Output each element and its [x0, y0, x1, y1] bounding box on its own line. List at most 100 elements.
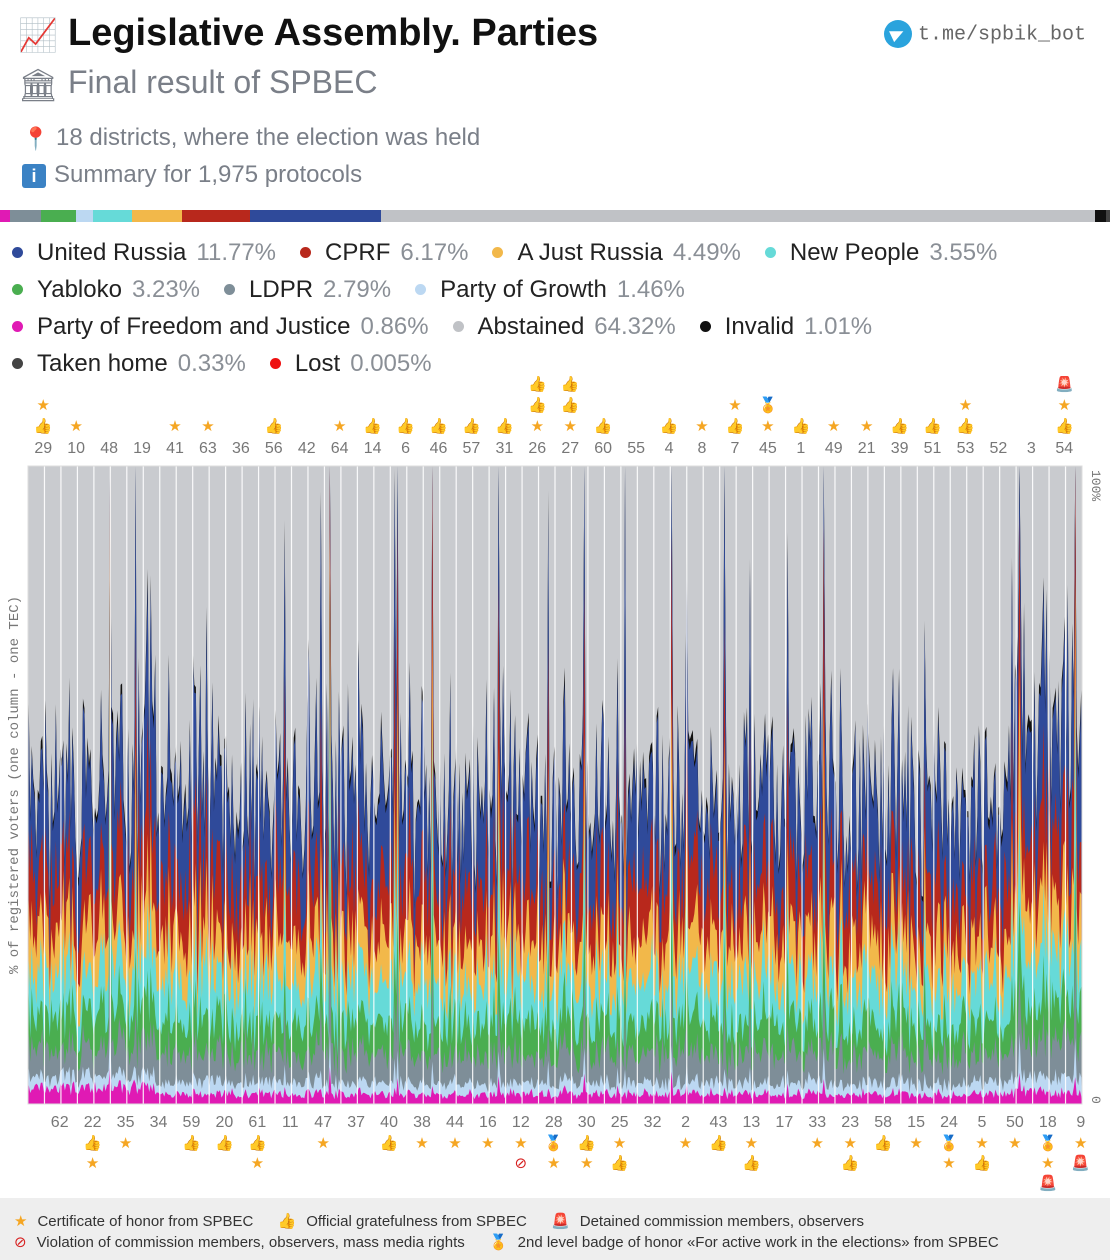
legend-dot	[12, 247, 23, 258]
thumbs-up-icon: 👍	[83, 1134, 102, 1152]
tec-bottom-label: 20	[215, 1114, 233, 1131]
star-icon: ★	[728, 396, 741, 414]
legend-percent: 0.33%	[177, 349, 246, 377]
thumbs-up-icon: 👍	[528, 396, 547, 414]
thumbs-up-icon: 👍	[264, 417, 283, 435]
tec-bottom-label: 13	[742, 1114, 760, 1131]
footer-star: ★ Certificate of honor from SPBEC	[14, 1213, 254, 1230]
star-icon: ★	[69, 417, 82, 435]
footer-legend: ★ Certificate of honor from SPBEC 👍 Offici…	[0, 1198, 1110, 1260]
star-icon: ★	[86, 1154, 99, 1172]
star-icon: ★	[316, 1134, 329, 1152]
legend-dot	[300, 247, 312, 258]
thumbs-up-icon: 👍	[973, 1154, 992, 1172]
tec-bottom-label: 32	[644, 1114, 662, 1131]
legend-dot	[12, 358, 23, 369]
tec-top-label: 36	[232, 440, 250, 457]
tec-bottom-label: 44	[446, 1114, 464, 1131]
thumbs-up-icon: 👍	[528, 376, 547, 393]
tec-top-label: 48	[100, 440, 118, 457]
summary-bar-segment	[380, 210, 1096, 222]
legend-percent: 1.01%	[804, 312, 873, 340]
legend-row: Party of Freedom and Justice 0.86% Abstain…	[12, 308, 1102, 345]
tec-top-label: 31	[495, 440, 513, 457]
legend-item: Party of Freedom and Justice 0.86%	[12, 313, 429, 341]
legend-item: New People 3.55%	[764, 238, 997, 267]
legend-percent: 3.23%	[131, 275, 201, 303]
telegram-link[interactable]: t.me/spbik_bot	[883, 20, 1086, 48]
legend-dot	[764, 247, 776, 258]
tec-bottom-label: 28	[545, 1114, 563, 1131]
tec-bottom-label: 12	[512, 1114, 530, 1131]
star-icon: ★	[251, 1154, 264, 1172]
tec-top-label: 51	[924, 440, 942, 457]
thumbs-up-icon: 👍	[462, 417, 481, 435]
medal-icon: 🏅	[488, 1234, 508, 1251]
tec-bottom-label: 43	[710, 1114, 728, 1131]
star-icon: ★	[481, 1134, 494, 1152]
star-icon: ★	[531, 417, 544, 435]
tec-top-label: 1	[796, 440, 805, 457]
tec-bottom-label: 59	[183, 1114, 201, 1131]
tec-bottom-label: 5	[978, 1114, 987, 1131]
tec-bottom-label: 47	[314, 1114, 332, 1131]
legend-label: New People	[789, 238, 920, 266]
prohibited-icon: ⊘	[515, 1154, 528, 1172]
tec-bottom-label: 24	[940, 1114, 958, 1131]
thumbs-up-icon: 👍	[1055, 417, 1074, 435]
tec-bottom-label: 16	[479, 1114, 497, 1131]
thumbs-up-icon: 👍	[495, 417, 514, 435]
summary-bar	[0, 210, 1110, 222]
summary-bar-segment	[181, 210, 251, 222]
legend-dot	[452, 321, 464, 332]
thumbs-up-icon: 👍	[956, 417, 975, 435]
star-icon: ★	[580, 1154, 593, 1172]
summary-bar-segment	[0, 210, 10, 222]
summary-bar-segment	[9, 210, 41, 222]
summary-bar-segment	[250, 210, 381, 222]
footer-siren: 🚨 Detained commission members, observers	[551, 1213, 865, 1230]
tec-bottom-label: 23	[841, 1114, 859, 1131]
star-icon: ★	[14, 1213, 28, 1230]
legend-dot	[492, 247, 504, 258]
legend-percent: 64.32%	[594, 312, 676, 340]
summary-bar-segment	[1106, 210, 1110, 222]
legend-percent: 4.49%	[672, 238, 741, 266]
star-icon: ★	[827, 417, 840, 435]
classical-building-icon: 🏛	[18, 66, 59, 103]
star-icon: ★	[119, 1134, 132, 1152]
thumbs-up-icon: 👍	[182, 1134, 201, 1152]
star-icon: ★	[37, 396, 50, 414]
thumbs-up-icon: 👍	[248, 1134, 267, 1152]
star-icon: ★	[695, 417, 708, 435]
star-icon: ★	[1058, 396, 1071, 414]
legend-label: CPRF	[325, 238, 391, 266]
medal-icon: 🏅	[759, 396, 778, 414]
thumbs-up-icon: 👍	[874, 1134, 893, 1152]
tec-bottom-label: 50	[1006, 1114, 1024, 1131]
thumbs-up-icon: 👍	[34, 417, 53, 435]
legend-item: United Russia 11.77%	[12, 239, 276, 267]
star-icon: ★	[811, 1134, 824, 1152]
legend-item: Taken home 0.33%	[12, 350, 246, 378]
tec-top-label: 64	[331, 440, 349, 457]
legend-dot	[224, 284, 236, 295]
tec-top-label: 29	[34, 440, 52, 457]
legend-percent: 11.77%	[196, 238, 277, 266]
tec-top-label: 60	[594, 440, 612, 457]
tec-top-label: 7	[730, 440, 739, 457]
legend-label: Taken home	[37, 349, 168, 377]
legend-item: Yabloko 3.23%	[12, 276, 200, 304]
legend-percent: 6.17%	[400, 238, 469, 266]
legend-item: LDPR 2.79%	[224, 276, 391, 304]
legend-dot	[415, 284, 427, 295]
star-icon: ★	[942, 1154, 955, 1172]
summary-bar-segment	[1095, 210, 1107, 222]
tec-bottom-label: 38	[413, 1114, 431, 1131]
tec-bottom-label: 11	[282, 1114, 299, 1131]
legend-label: Yabloko	[37, 275, 122, 303]
legend-percent: 0.005%	[350, 349, 432, 377]
legend-percent: 1.46%	[616, 275, 685, 303]
footer-prohibited: ⊘ Violation of commission members, observ…	[14, 1234, 465, 1251]
legend-item: CPRF 6.17%	[300, 239, 468, 267]
